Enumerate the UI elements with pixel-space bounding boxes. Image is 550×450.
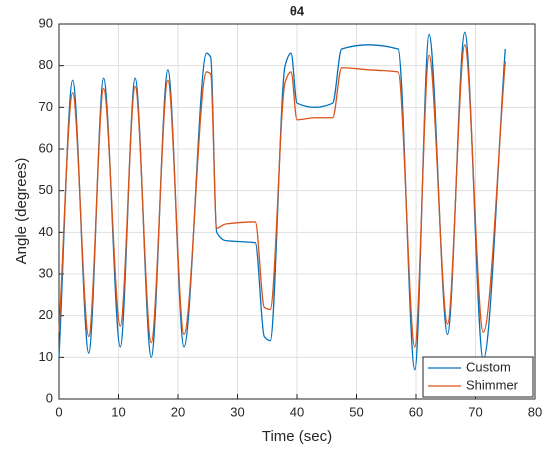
y-axis-label: Angle (degrees) (13, 158, 30, 265)
axes-box (58, 23, 536, 400)
x-tick-label: 20 (171, 404, 185, 419)
x-tick-label: 70 (468, 404, 482, 419)
legend-label: Custom (466, 359, 511, 374)
data-line (58, 44, 506, 348)
y-tick-label: 50 (39, 182, 53, 197)
y-tick-label: 20 (39, 307, 53, 322)
chart-title: θ4 (290, 3, 305, 18)
x-tick-label: 80 (528, 404, 542, 419)
legend-box (422, 356, 534, 398)
y-tick-label: 40 (39, 224, 53, 239)
data-line (58, 31, 506, 371)
legend-label: Shimmer (466, 377, 519, 392)
x-tick-label: 50 (349, 404, 363, 419)
y-tick-label: 60 (39, 140, 53, 155)
x-tick-label: 30 (230, 404, 244, 419)
y-tick-label: 10 (39, 349, 53, 364)
x-tick-label: 60 (409, 404, 423, 419)
y-tick-label: 0 (46, 390, 53, 405)
y-tick-label: 90 (39, 15, 53, 30)
y-tick-label: 30 (39, 265, 53, 280)
y-tick-label: 70 (39, 99, 53, 114)
x-tick-label: 40 (290, 404, 304, 419)
y-tick-label: 80 (39, 57, 53, 72)
x-tick-label: 10 (111, 404, 125, 419)
x-tick-label: 0 (55, 404, 62, 419)
x-axis-label: Time (sec) (262, 428, 332, 445)
